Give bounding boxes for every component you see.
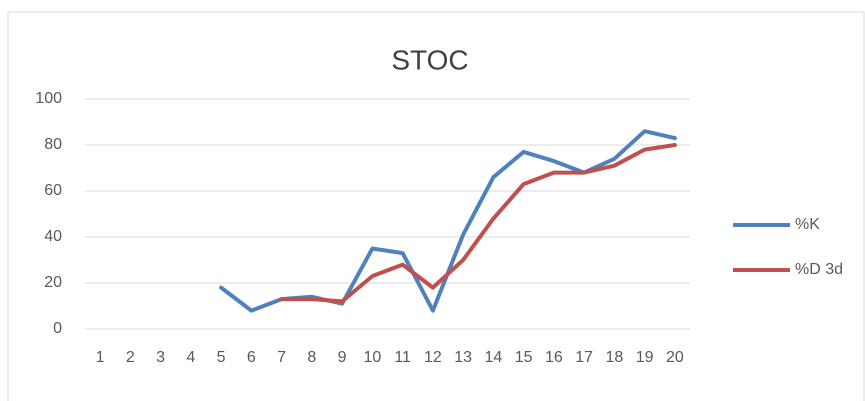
x-tick-label: 5 <box>217 349 226 366</box>
x-tick-label: 9 <box>338 349 347 366</box>
chart-border <box>7 11 865 401</box>
x-tick-label: 19 <box>636 349 654 366</box>
y-tick-label: 40 <box>44 228 62 245</box>
x-tick-label: 8 <box>307 349 316 366</box>
x-tick-label: 3 <box>156 349 165 366</box>
x-tick-label: 20 <box>666 349 684 366</box>
legend-label: %D 3d <box>795 261 843 278</box>
x-tick-label: 16 <box>545 349 563 366</box>
y-tick-label: 0 <box>53 320 62 337</box>
x-tick-label: 12 <box>424 349 442 366</box>
y-tick-label: 100 <box>35 90 62 107</box>
x-tick-label: 6 <box>247 349 256 366</box>
x-tick-label: 10 <box>363 349 381 366</box>
y-tick-label: 60 <box>44 182 62 199</box>
x-tick-label: 11 <box>394 349 411 366</box>
x-tick-label: 14 <box>484 349 502 366</box>
line-series <box>279 143 677 304</box>
y-tick-label: 20 <box>44 274 62 291</box>
x-tick-label: 4 <box>186 349 195 366</box>
x-tick-label: 13 <box>454 349 472 366</box>
x-tick-label: 7 <box>277 349 286 366</box>
x-tick-label: 2 <box>126 349 135 366</box>
x-tick-label: 17 <box>575 349 593 366</box>
x-tick-label: 1 <box>96 349 105 366</box>
y-tick-label: 80 <box>44 136 62 153</box>
x-tick-label: 15 <box>515 349 533 366</box>
legend-label: %K <box>795 216 820 233</box>
chart-title: STOC <box>391 44 468 75</box>
x-tick-label: 18 <box>605 349 623 366</box>
